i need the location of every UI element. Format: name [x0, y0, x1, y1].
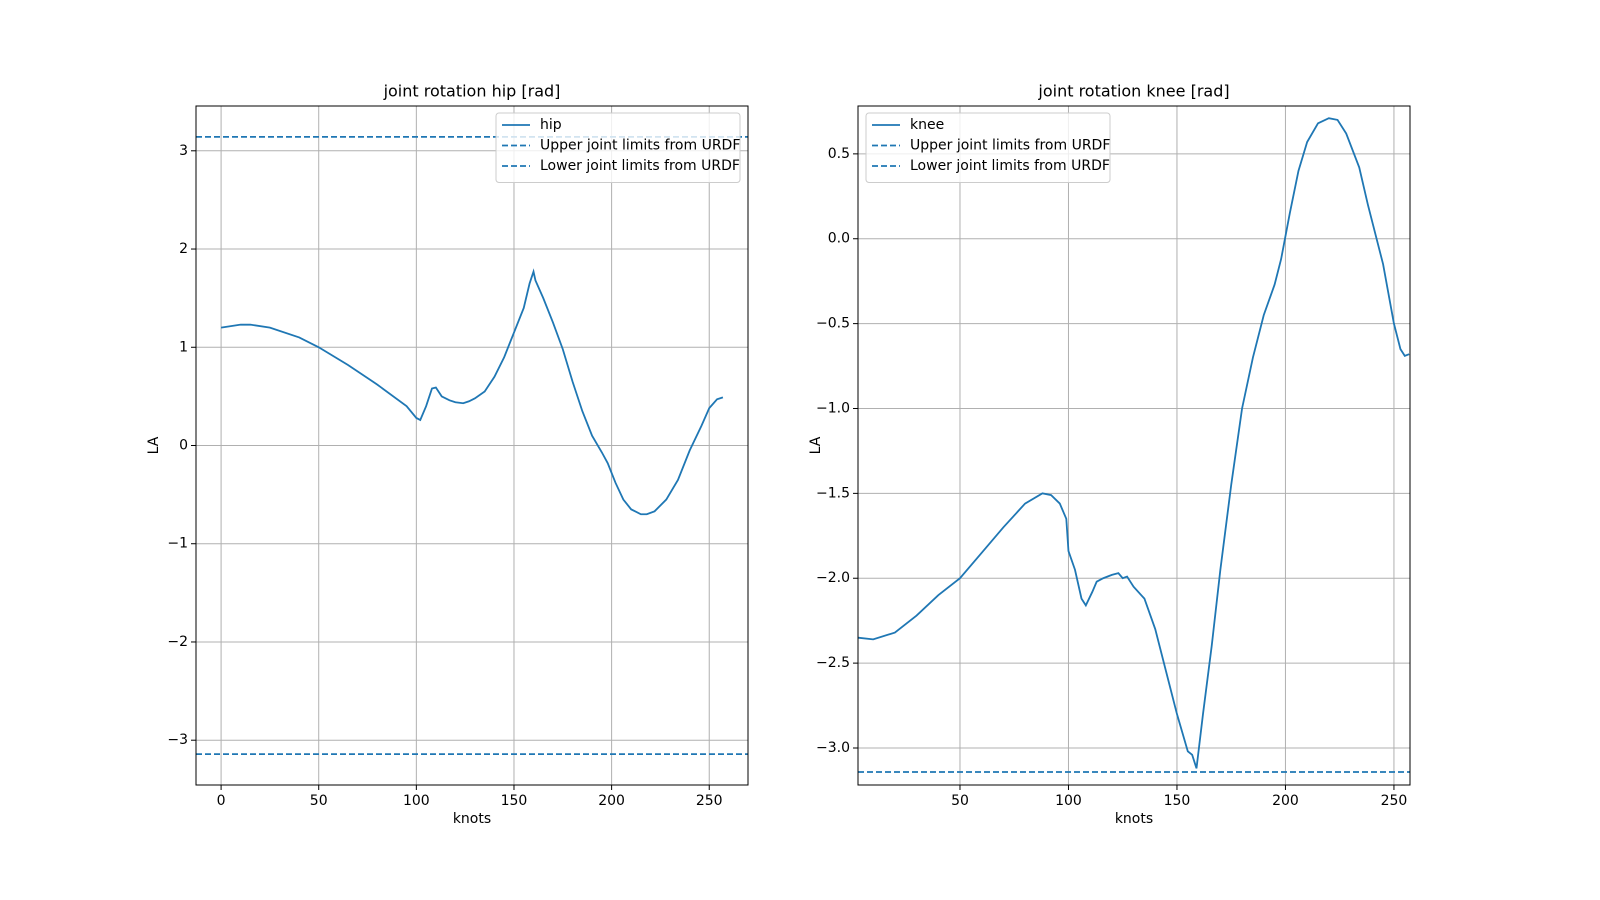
y-tick-label: 1	[179, 339, 188, 355]
legend: hip Upper joint limits from URDF Lower joi…	[495, 112, 741, 183]
y-tick-label: −3	[167, 732, 188, 748]
y-tick-label: −1.5	[816, 485, 850, 501]
subplot: 0 50 100 150 200 250 −3 −2 −1 0 1 2 3 joint rotation …	[146, 82, 749, 827]
x-axis-label: knots	[1115, 811, 1153, 827]
axes-frame	[195, 105, 749, 786]
chart-title: joint rotation hip [rad]	[383, 82, 561, 101]
x-tick-label: 100	[403, 793, 430, 809]
x-tick-label: 250	[1381, 793, 1408, 809]
y-tick-label: −2	[167, 634, 188, 650]
y-tick-label: 0.0	[828, 231, 850, 247]
x-tick-label: 200	[1272, 793, 1299, 809]
y-tick-label: −1.0	[816, 400, 850, 416]
legend-box	[865, 112, 1111, 183]
x-axis-label: knots	[453, 811, 491, 827]
legend-box	[495, 112, 741, 183]
axes-frame	[857, 105, 1411, 786]
legend-label: Upper joint limits from URDF	[910, 138, 1110, 154]
legend: knee Upper joint limits from URDF Lower jo…	[865, 112, 1111, 183]
legend-label: Lower joint limits from URDF	[910, 158, 1110, 174]
x-tick-label: 150	[1164, 793, 1191, 809]
x-tick-label: 50	[951, 793, 969, 809]
y-axis-label: LA	[146, 436, 162, 454]
series-line	[858, 117, 1410, 769]
x-tick-label: 250	[696, 793, 723, 809]
x-tick-label: 50	[310, 793, 328, 809]
legend-label: hip	[540, 117, 562, 133]
y-tick-label: −3.0	[816, 740, 850, 756]
y-tick-label: −2.0	[816, 570, 850, 586]
y-axis-label: LA	[808, 436, 824, 454]
legend-label: Lower joint limits from URDF	[540, 158, 740, 174]
legend-label: Upper joint limits from URDF	[540, 138, 740, 154]
x-tick-label: 150	[501, 793, 528, 809]
x-tick-label: 0	[217, 793, 226, 809]
y-tick-label: −0.5	[816, 316, 850, 332]
y-tick-label: 0	[179, 438, 188, 454]
series-line	[220, 268, 724, 516]
subplot: 50 100 150 200 250 −3.0 −2.5 −2.0 −1.5 −1.0 −0.5 0.…	[808, 82, 1411, 827]
y-tick-label: 3	[179, 143, 188, 159]
y-tick-label: 2	[179, 241, 188, 257]
x-tick-label: 100	[1055, 793, 1082, 809]
y-tick-label: −2.5	[816, 655, 850, 671]
y-tick-label: −1	[167, 536, 188, 552]
y-tick-label: 0.5	[828, 146, 850, 162]
chart-title: joint rotation knee [rad]	[1037, 82, 1229, 101]
x-tick-label: 200	[598, 793, 625, 809]
legend-label: knee	[910, 117, 944, 133]
